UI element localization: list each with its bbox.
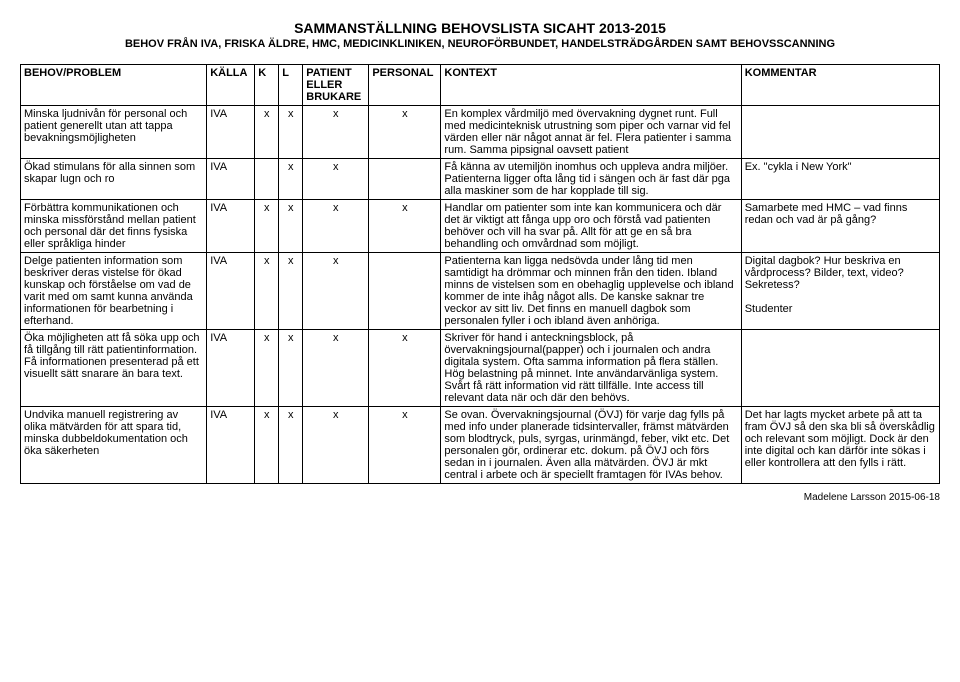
cell-personal: x <box>369 330 441 407</box>
cell-personal: x <box>369 106 441 159</box>
cell-personal <box>369 253 441 330</box>
cell-l: x <box>279 253 303 330</box>
cell-kommentar: Ex. "cykla i New York" <box>741 159 939 200</box>
col-kommentar: KOMMENTAR <box>741 65 939 106</box>
cell-patient: x <box>303 200 369 253</box>
cell-patient: x <box>303 407 369 484</box>
cell-k: x <box>255 253 279 330</box>
cell-kalla: IVA <box>207 106 255 159</box>
col-kalla: KÄLLA <box>207 65 255 106</box>
cell-kontext: Patienterna kan ligga nedsövda under lån… <box>441 253 741 330</box>
col-l: L <box>279 65 303 106</box>
cell-behov: Minska ljudnivån för personal och patien… <box>21 106 207 159</box>
table-row: Öka möjligheten att få söka upp och få t… <box>21 330 940 407</box>
table-row: Undvika manuell registrering av olika mä… <box>21 407 940 484</box>
cell-k: x <box>255 200 279 253</box>
cell-kontext: Handlar om patienter som inte kan kommun… <box>441 200 741 253</box>
cell-kalla: IVA <box>207 253 255 330</box>
cell-kommentar: Samarbete med HMC – vad finns redan och … <box>741 200 939 253</box>
cell-behov: Ökad stimulans för alla sinnen som skapa… <box>21 159 207 200</box>
cell-kommentar <box>741 330 939 407</box>
cell-l: x <box>279 159 303 200</box>
cell-kommentar: Digital dagbok? Hur beskriva en vårdproc… <box>741 253 939 330</box>
cell-k: x <box>255 330 279 407</box>
table-row: Delge patienten information som beskrive… <box>21 253 940 330</box>
cell-patient: x <box>303 330 369 407</box>
cell-k: x <box>255 106 279 159</box>
cell-kommentar <box>741 106 939 159</box>
table-row: Förbättra kommunikationen och minska mis… <box>21 200 940 253</box>
cell-patient: x <box>303 253 369 330</box>
needs-table: BEHOV/PROBLEM KÄLLA K L PATIENT ELLER BR… <box>20 64 940 484</box>
cell-kontext: Få känna av utemiljön inomhus och upplev… <box>441 159 741 200</box>
cell-personal <box>369 159 441 200</box>
cell-l: x <box>279 106 303 159</box>
cell-kontext: Skriver för hand i anteckningsblock, på … <box>441 330 741 407</box>
col-behov: BEHOV/PROBLEM <box>21 65 207 106</box>
table-row: Minska ljudnivån för personal och patien… <box>21 106 940 159</box>
cell-behov: Öka möjligheten att få söka upp och få t… <box>21 330 207 407</box>
cell-k <box>255 159 279 200</box>
cell-k: x <box>255 407 279 484</box>
cell-patient: x <box>303 106 369 159</box>
cell-l: x <box>279 407 303 484</box>
cell-kalla: IVA <box>207 330 255 407</box>
page-subtitle: BEHOV FRÅN IVA, FRISKA ÄLDRE, HMC, MEDIC… <box>20 38 940 50</box>
cell-kalla: IVA <box>207 159 255 200</box>
cell-behov: Förbättra kommunikationen och minska mis… <box>21 200 207 253</box>
table-row: Ökad stimulans för alla sinnen som skapa… <box>21 159 940 200</box>
cell-personal: x <box>369 200 441 253</box>
col-k: K <box>255 65 279 106</box>
cell-behov: Delge patienten information som beskrive… <box>21 253 207 330</box>
page-title: SAMMANSTÄLLNING BEHOVSLISTA SICAHT 2013-… <box>20 20 940 36</box>
col-personal: PERSONAL <box>369 65 441 106</box>
cell-kontext: En komplex vårdmiljö med övervakning dyg… <box>441 106 741 159</box>
cell-l: x <box>279 200 303 253</box>
cell-kommentar: Det har lagts mycket arbete på att ta fr… <box>741 407 939 484</box>
cell-personal: x <box>369 407 441 484</box>
cell-l: x <box>279 330 303 407</box>
cell-kalla: IVA <box>207 407 255 484</box>
col-patient: PATIENT ELLER BRUKARE <box>303 65 369 106</box>
cell-kalla: IVA <box>207 200 255 253</box>
cell-patient: x <box>303 159 369 200</box>
page-footer: Madelene Larsson 2015-06-18 <box>20 492 940 503</box>
col-kontext: KONTEXT <box>441 65 741 106</box>
cell-behov: Undvika manuell registrering av olika mä… <box>21 407 207 484</box>
table-header-row: BEHOV/PROBLEM KÄLLA K L PATIENT ELLER BR… <box>21 65 940 106</box>
cell-kontext: Se ovan. Övervakningsjournal (ÖVJ) för v… <box>441 407 741 484</box>
